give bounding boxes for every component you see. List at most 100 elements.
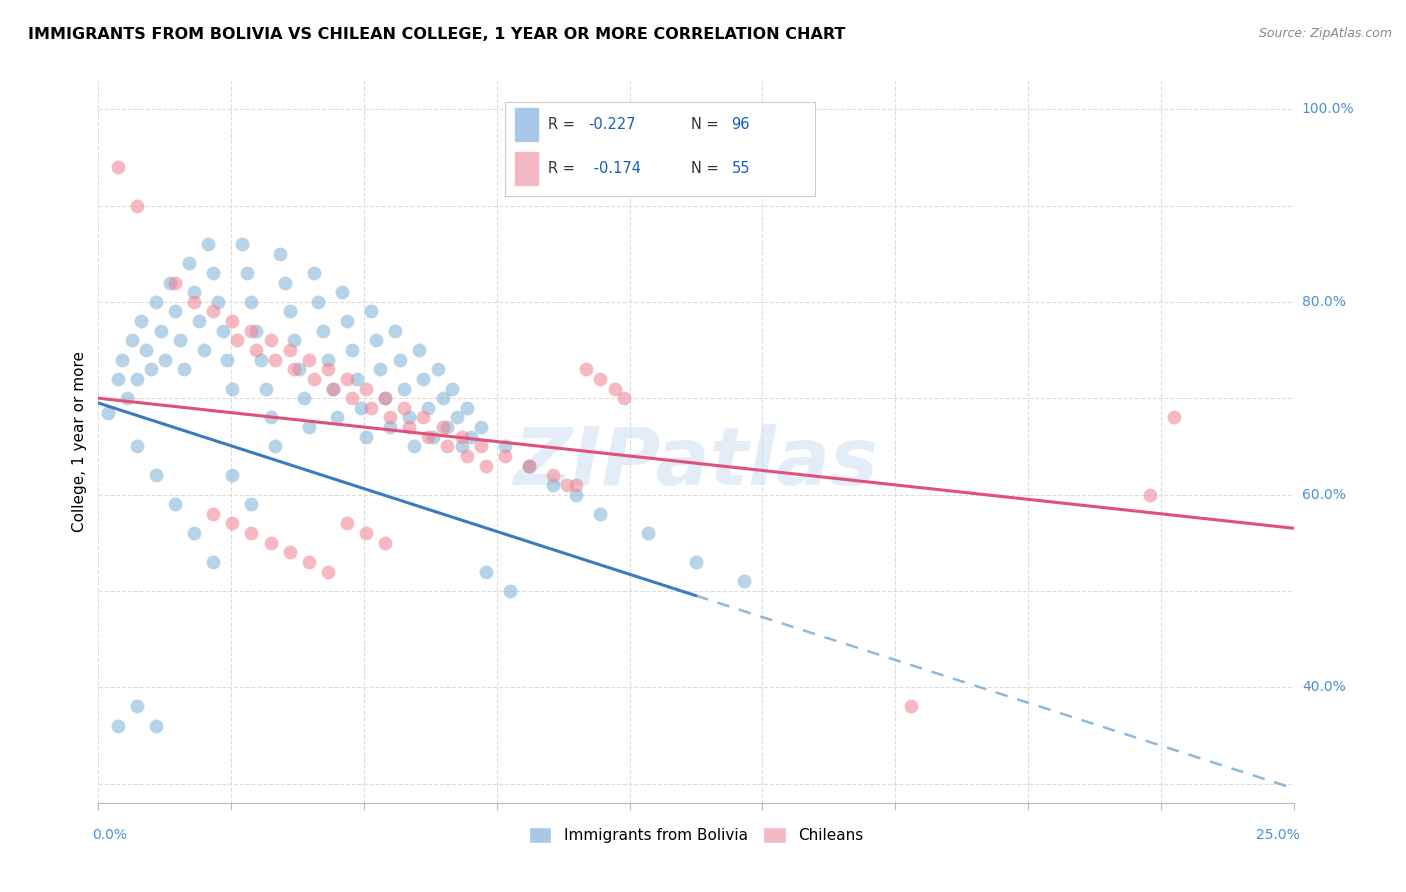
Point	[374, 535, 396, 549]
Point	[155, 352, 177, 367]
Point	[1163, 410, 1185, 425]
Point	[193, 343, 215, 357]
Point	[422, 430, 444, 444]
Point	[474, 458, 496, 473]
Text: 80.0%: 80.0%	[1302, 295, 1346, 309]
Point	[235, 266, 257, 280]
Text: 100.0%: 100.0%	[1302, 103, 1354, 116]
Point	[326, 410, 349, 425]
Point	[163, 497, 186, 511]
Point	[278, 545, 301, 559]
Point	[441, 382, 464, 396]
Point	[221, 516, 243, 531]
Point	[211, 324, 233, 338]
Point	[221, 468, 243, 483]
Point	[613, 391, 636, 405]
Point	[139, 362, 162, 376]
Point	[354, 430, 377, 444]
Point	[541, 478, 564, 492]
Point	[446, 410, 468, 425]
Point	[202, 555, 225, 569]
Point	[259, 410, 281, 425]
Point	[115, 391, 138, 405]
Point	[163, 304, 186, 318]
Point	[183, 526, 205, 541]
Point	[240, 294, 263, 309]
Point	[378, 420, 401, 434]
Point	[900, 699, 922, 714]
Point	[217, 352, 239, 367]
Point	[298, 420, 321, 434]
Point	[456, 449, 478, 463]
Point	[125, 372, 148, 386]
Point	[412, 372, 434, 386]
Point	[398, 410, 420, 425]
Point	[322, 382, 344, 396]
Point	[240, 497, 263, 511]
Point	[575, 362, 598, 376]
Point	[107, 372, 129, 386]
Point	[259, 334, 281, 348]
Point	[169, 334, 191, 348]
Point	[231, 237, 253, 252]
Point	[346, 372, 368, 386]
Point	[221, 382, 243, 396]
Point	[163, 276, 186, 290]
Point	[565, 487, 588, 501]
Text: Source: ZipAtlas.com: Source: ZipAtlas.com	[1258, 27, 1392, 40]
Point	[125, 699, 148, 714]
Point	[360, 401, 382, 415]
Point	[354, 526, 377, 541]
Point	[202, 304, 225, 318]
Point	[603, 382, 626, 396]
Point	[494, 439, 516, 453]
Point	[283, 334, 305, 348]
Point	[278, 304, 301, 318]
Point	[460, 430, 482, 444]
Point	[145, 719, 167, 733]
Point	[589, 372, 612, 386]
Point	[298, 555, 321, 569]
Point	[250, 352, 273, 367]
Point	[312, 324, 335, 338]
Point	[436, 420, 458, 434]
Point	[125, 198, 148, 212]
Text: 60.0%: 60.0%	[1302, 488, 1346, 501]
Point	[278, 343, 301, 357]
Text: IMMIGRANTS FROM BOLIVIA VS CHILEAN COLLEGE, 1 YEAR OR MORE CORRELATION CHART: IMMIGRANTS FROM BOLIVIA VS CHILEAN COLLE…	[28, 27, 845, 42]
Point	[121, 334, 143, 348]
Text: 0.0%: 0.0%	[93, 828, 128, 842]
Point	[432, 391, 454, 405]
Point	[494, 449, 516, 463]
Point	[197, 237, 219, 252]
Point	[322, 382, 344, 396]
Point	[254, 382, 277, 396]
Point	[316, 565, 339, 579]
Point	[450, 430, 472, 444]
Point	[145, 294, 167, 309]
Point	[111, 352, 134, 367]
Legend: Immigrants from Bolivia, Chileans: Immigrants from Bolivia, Chileans	[523, 822, 869, 849]
Point	[394, 382, 416, 396]
Point	[292, 391, 315, 405]
Point	[316, 362, 339, 376]
Point	[145, 468, 167, 483]
Point	[498, 583, 520, 598]
Point	[637, 526, 659, 541]
Point	[418, 430, 440, 444]
Point	[269, 246, 291, 260]
Point	[370, 362, 392, 376]
Point	[330, 285, 353, 300]
Point	[408, 343, 430, 357]
Point	[202, 507, 225, 521]
Point	[264, 439, 287, 453]
Text: ZIPatlas: ZIPatlas	[513, 425, 879, 502]
Point	[179, 256, 201, 270]
Point	[1139, 487, 1161, 501]
Point	[398, 420, 420, 434]
Point	[207, 294, 229, 309]
Point	[374, 391, 396, 405]
Point	[589, 507, 612, 521]
Point	[135, 343, 157, 357]
Point	[450, 439, 472, 453]
